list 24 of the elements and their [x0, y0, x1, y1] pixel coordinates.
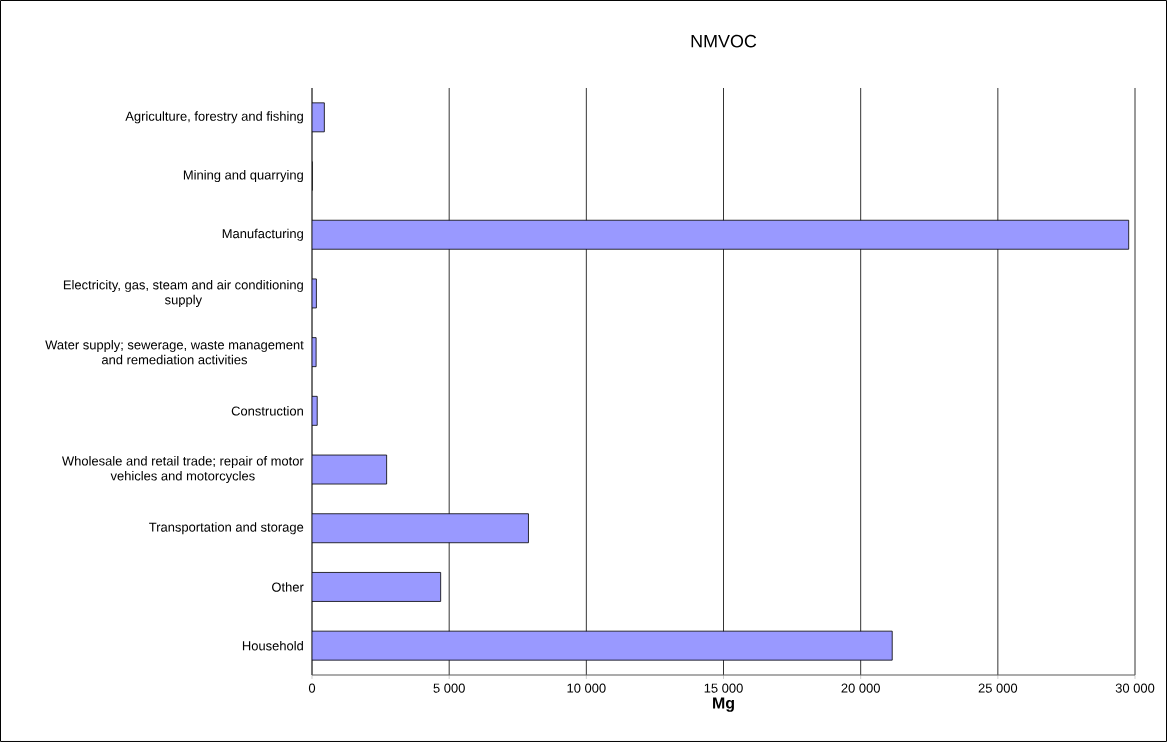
bar — [312, 219, 1130, 250]
x-tick-label: 10 000 — [567, 683, 606, 693]
x-tick-label: 30 000 — [1115, 683, 1155, 693]
x-axis-title: Mg — [713, 697, 734, 712]
y-tick-label: Construction — [231, 406, 303, 416]
bar — [312, 572, 442, 602]
x-tick-label: 5 000 — [433, 683, 465, 693]
x-tick-label: 15 000 — [704, 683, 743, 693]
x-tick-label: 20 000 — [841, 683, 880, 693]
y-tick-label: Other — [272, 582, 304, 592]
bar — [312, 454, 388, 485]
y-tick-label: Mining and quarrying — [183, 170, 303, 183]
y-tick-label: Electricity, gas, steam and air conditioning supply — [63, 279, 303, 307]
bar — [312, 513, 529, 544]
y-tick-label: Water supply; sewerage, waste management and remediation activities — [45, 339, 304, 365]
y-tick-label: Household — [242, 640, 303, 651]
bar — [312, 630, 893, 661]
y-tick-label: Wholesale and retail trade; repair of motor vehicles and motorcycles — [61, 456, 304, 484]
x-tick-label: 25 000 — [978, 683, 1018, 693]
y-tick-label: Transportation and storage — [149, 522, 304, 535]
x-tick-label: 0 — [308, 683, 316, 693]
y-tick-label: Agriculture, forestry and fishing — [125, 111, 303, 124]
chart-title: NMVOC — [691, 34, 757, 48]
y-tick-label: Manufacturing — [222, 228, 303, 241]
